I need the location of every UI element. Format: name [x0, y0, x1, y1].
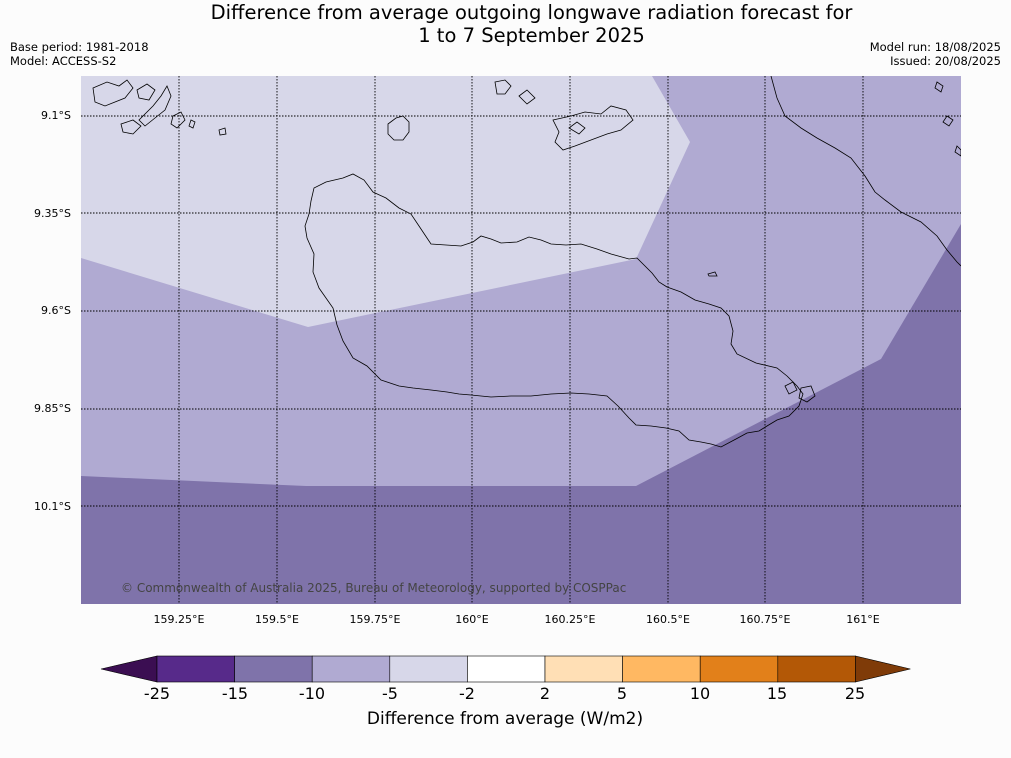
- colorbar-segment: [622, 655, 701, 683]
- colorbar-segment: [699, 655, 779, 683]
- lon-label-159-5: 159.5°E: [255, 613, 299, 626]
- colorbar-over-arrow: [855, 655, 911, 683]
- colorbar-tick: -5: [382, 684, 398, 703]
- colorbar-segment: [389, 655, 468, 683]
- colorbar-under-arrow: [100, 655, 158, 683]
- colorbar-segment: [156, 655, 235, 683]
- region-minus-2-to-5: [81, 76, 690, 327]
- russell-islands-coastline: [92, 79, 227, 136]
- lat-label-9-1: 9.1°S: [41, 109, 71, 122]
- colorbar-tick: 2: [539, 684, 551, 703]
- lon-label-160-25: 160.25°E: [544, 613, 596, 626]
- colorbar-tick: 15: [766, 684, 788, 703]
- colorbar-segment: [467, 655, 546, 683]
- colorbar-tick: 10: [689, 684, 711, 703]
- malaita-islets: [934, 81, 961, 157]
- map-panel: © Commonwealth of Australia 2025, Bureau…: [81, 76, 961, 604]
- marau-islets: [784, 381, 816, 403]
- florida-islands-coastline: [494, 79, 634, 151]
- base-period-text: Base period: 1981-2018: [10, 40, 149, 54]
- lon-label-159-25: 159.25°E: [153, 613, 205, 626]
- colorbar: [100, 655, 911, 683]
- lon-label-161: 161°E: [846, 613, 880, 626]
- gridlines: [81, 76, 961, 604]
- lat-label-10-1: 10.1°S: [34, 500, 71, 513]
- map-canvas: [81, 76, 961, 604]
- lat-label-9-6: 9.6°S: [41, 304, 71, 317]
- colorbar-tick: -2: [459, 684, 475, 703]
- issued-text: Issued: 20/08/2025: [890, 54, 1001, 68]
- colorbar-segment: [311, 655, 391, 683]
- colorbar-label: Difference from average (W/m2): [366, 709, 644, 729]
- guadalcanal-coastline: [304, 173, 804, 448]
- colorbar-segment: [544, 655, 623, 683]
- title-line-2: 1 to 7 September 2025: [418, 24, 645, 47]
- malaita-coastline: [770, 76, 961, 267]
- colorbar-tick: -10: [298, 684, 326, 703]
- lon-label-160-75: 160.75°E: [739, 613, 791, 626]
- title-line-1: Difference from average outgoing longwav…: [210, 1, 853, 24]
- chart-title: Difference from average outgoing longwav…: [0, 1, 1011, 47]
- colorbar-segment: [234, 655, 313, 683]
- model-text: Model: ACCESS-S2: [10, 54, 117, 68]
- lat-label-9-35: 9.35°S: [34, 207, 71, 220]
- colorbar-tick: -15: [221, 684, 249, 703]
- colorbar-tick: 5: [616, 684, 628, 703]
- small-islet: [707, 271, 718, 277]
- colorbar-tick: -25: [143, 684, 171, 703]
- model-run-text: Model run: 18/08/2025: [869, 40, 1001, 54]
- lon-label-160-5: 160.5°E: [646, 613, 690, 626]
- meta-right: Model run: 18/08/2025 Issued: 20/08/2025: [870, 40, 1001, 68]
- colorbar-tick: 25: [844, 684, 866, 703]
- lat-label-9-85: 9.85°S: [34, 402, 71, 415]
- coastlines: [92, 76, 961, 448]
- lon-label-159-75: 159.75°E: [349, 613, 401, 626]
- copyright-text: © Commonwealth of Australia 2025, Bureau…: [121, 581, 627, 595]
- lon-label-160: 160°E: [455, 613, 489, 626]
- meta-left: Base period: 1981-2018 Model: ACCESS-S2: [10, 40, 149, 68]
- colorbar-segment: [777, 655, 856, 683]
- savo-coastline: [387, 115, 410, 141]
